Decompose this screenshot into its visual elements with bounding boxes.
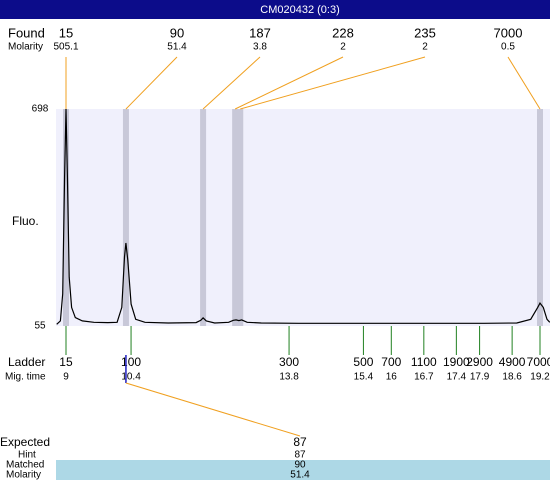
hint-label: Hint (18, 450, 36, 461)
ladder-time: 10.4 (121, 372, 141, 383)
mig-time-label: Mig. time (5, 372, 46, 383)
ladder-time: 18.6 (502, 372, 522, 383)
peak-band (237, 109, 244, 326)
ladder-time: 16 (386, 372, 398, 383)
peak-connector (234, 56, 344, 110)
ladder-time: 9 (63, 372, 69, 383)
matched-highlight (56, 460, 550, 480)
peak-molarity: 51.4 (167, 42, 187, 53)
ladder-label: Ladder (8, 355, 45, 369)
matched-value: 90 (294, 460, 306, 471)
ladder-time: 17.9 (470, 372, 490, 383)
ladder-time: 15.4 (354, 372, 374, 383)
ladder-size: 500 (353, 355, 373, 369)
peak-connector (507, 56, 541, 110)
peak-molarity: 3.8 (253, 42, 267, 53)
peak-band (537, 109, 544, 326)
ladder-size: 300 (279, 355, 299, 369)
y-axis-label: Fluo. (12, 214, 39, 228)
peak-connector (125, 56, 178, 110)
peak-molarity: 2 (340, 42, 346, 53)
peak-size: 187 (249, 25, 271, 40)
y-tick-label: 55 (34, 321, 46, 332)
ladder-size: 100 (121, 355, 141, 369)
molarity-row-value: 51.4 (290, 470, 310, 480)
peak-connector (202, 56, 261, 110)
peak-band (122, 109, 129, 326)
plot-area (56, 109, 550, 326)
ladder-size: 2900 (466, 355, 493, 369)
ladder-time: 13.8 (279, 372, 299, 383)
ladder-size: 4900 (499, 355, 526, 369)
trace-line (56, 108, 550, 325)
matched-label: Matched (6, 460, 44, 471)
ladder-size: 700 (381, 355, 401, 369)
peak-molarity: 505.1 (53, 42, 78, 53)
header-title: CM020432 (0:3) (260, 4, 340, 16)
peak-molarity: 0.5 (501, 42, 515, 53)
expected-label: Expected (0, 435, 50, 449)
ladder-size: 7000 (527, 355, 550, 369)
hint-value: 87 (294, 450, 306, 461)
peak-size: 228 (332, 25, 354, 40)
header-bar (0, 0, 550, 19)
expected-connector (125, 382, 301, 437)
peak-band (232, 109, 239, 326)
peak-band (200, 109, 207, 326)
peak-size: 15 (59, 25, 73, 40)
peak-connector (240, 56, 426, 110)
ladder-time: 19.2 (530, 372, 550, 383)
molarity-label: Molarity (8, 42, 43, 53)
ladder-size: 1900 (443, 355, 470, 369)
ladder-time: 17.4 (447, 372, 467, 383)
peak-size: 235 (414, 25, 436, 40)
y-tick-label: 698 (32, 104, 49, 115)
molarity-row-label: Molarity (6, 470, 41, 480)
peak-band (62, 109, 69, 326)
peak-molarity: 2 (422, 42, 428, 53)
ladder-time: 16.7 (414, 372, 434, 383)
ladder-size: 1100 (411, 355, 437, 369)
found-label: Found (8, 25, 45, 40)
peak-size: 7000 (494, 25, 523, 40)
expected-value: 87 (293, 435, 307, 449)
ladder-size: 15 (59, 355, 73, 369)
peak-size: 90 (170, 25, 184, 40)
